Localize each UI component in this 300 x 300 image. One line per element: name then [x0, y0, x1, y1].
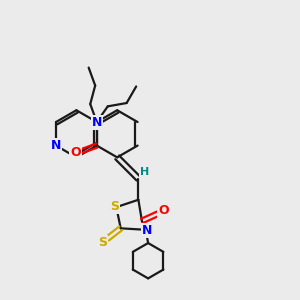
Text: O: O — [70, 146, 81, 159]
Text: S: S — [98, 236, 107, 249]
Text: N: N — [142, 224, 152, 237]
Text: H: H — [140, 167, 149, 177]
Text: O: O — [158, 204, 169, 217]
Text: S: S — [110, 200, 119, 213]
Text: N: N — [51, 139, 61, 152]
Text: N: N — [92, 116, 102, 128]
